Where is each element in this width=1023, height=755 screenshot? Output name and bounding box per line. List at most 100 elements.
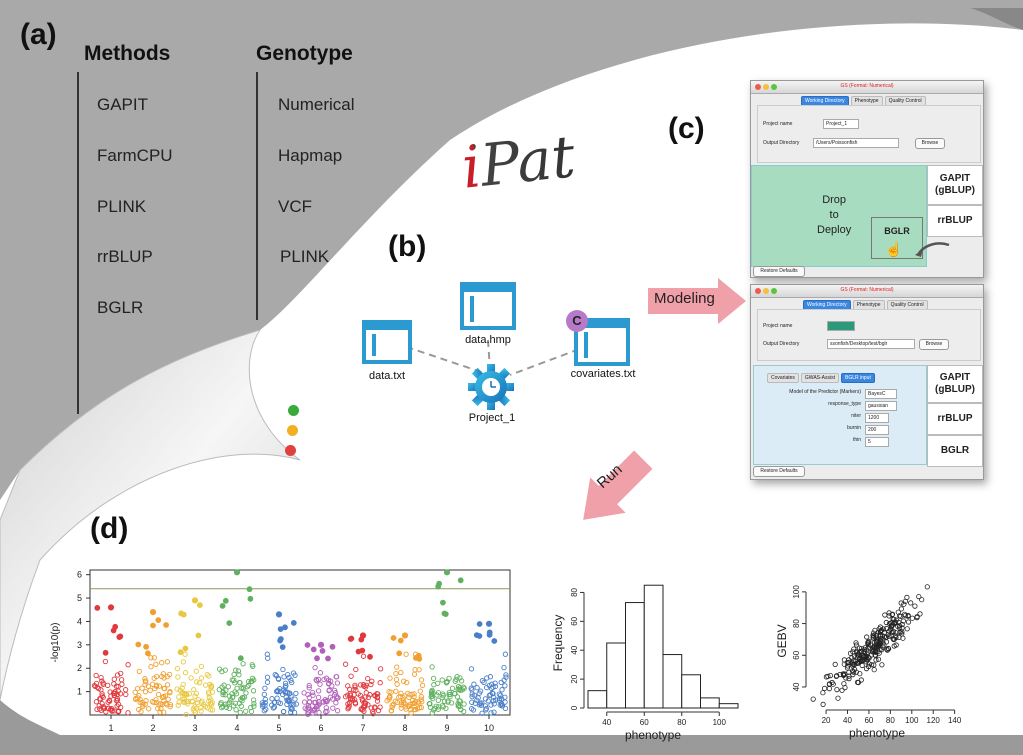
histogram-bar	[681, 674, 701, 709]
snp-point	[367, 653, 373, 660]
y-tick-label: 2	[77, 663, 82, 673]
file-icon[interactable]	[574, 318, 630, 366]
dragged-method-bglr[interactable]: BGLR	[871, 217, 923, 259]
snp-point	[431, 682, 437, 688]
snp-point	[239, 695, 245, 701]
snp-point	[435, 689, 442, 696]
snp-point	[261, 708, 267, 714]
close-dot[interactable]	[755, 288, 761, 294]
snp-point	[501, 664, 507, 671]
snp-point	[263, 706, 269, 713]
param-input[interactable]: 200	[865, 425, 889, 435]
snp-point	[490, 690, 496, 697]
snp-point	[102, 649, 109, 656]
drop-text-line: Deploy	[817, 224, 852, 236]
param-input[interactable]: 1200	[865, 413, 889, 423]
snp-point	[502, 683, 508, 689]
snp-point	[142, 689, 149, 695]
restore-defaults-button[interactable]: Restore Defaults	[753, 266, 805, 277]
scatter-point	[880, 633, 886, 639]
file-icon[interactable]	[362, 320, 412, 364]
method-button-gapit[interactable]: GAPIT (gBLUP)	[927, 165, 983, 205]
snp-point	[362, 700, 369, 707]
subtabs: Covariates GWAS-Assist BGLR input	[767, 373, 875, 383]
x-tick-label: 140	[948, 716, 962, 725]
method-button-rrblup[interactable]: rrBLUP	[927, 403, 983, 435]
subtab-bglr-input[interactable]: BGLR input	[841, 373, 875, 383]
scatter-point	[879, 662, 885, 668]
method-button-rrblup[interactable]: rrBLUP	[927, 205, 983, 237]
restore-defaults-button[interactable]: Restore Defaults	[753, 466, 805, 477]
snp-point	[241, 694, 248, 700]
snp-point	[498, 701, 505, 707]
snp-point	[352, 701, 359, 707]
snp-point	[387, 694, 393, 700]
file-icon[interactable]	[460, 282, 516, 330]
snp-point	[164, 659, 171, 665]
window-titlebar: GS (Format: Numerical)	[751, 81, 983, 94]
snp-point	[348, 673, 354, 679]
snp-point	[231, 671, 237, 678]
snp-point	[264, 674, 271, 680]
snp-point	[236, 672, 242, 678]
snp-point	[137, 696, 143, 703]
x-tick-label: 9	[444, 723, 449, 733]
method-button-gapit[interactable]: GAPIT (gBLUP)	[927, 365, 983, 403]
snp-point	[365, 694, 372, 701]
zoom-dot[interactable]	[771, 84, 777, 90]
scatter-point	[872, 652, 879, 659]
snp-point	[186, 691, 192, 697]
snp-point	[175, 674, 181, 680]
project-name-field[interactable]: Project_1	[823, 119, 859, 129]
zoom-dot[interactable]	[771, 288, 777, 294]
scatter-point	[896, 634, 902, 641]
snp-point	[440, 693, 446, 699]
scatter-point	[896, 625, 903, 631]
snp-point	[282, 680, 289, 686]
snp-point	[279, 644, 286, 650]
param-select[interactable]: gaussian	[865, 401, 897, 411]
param-input[interactable]: 5	[865, 437, 889, 447]
minimize-dot[interactable]	[763, 288, 769, 294]
scatter-point	[867, 642, 874, 648]
scatter-point	[869, 662, 875, 668]
project-name-field[interactable]: Project_1	[827, 321, 855, 331]
output-dir-field[interactable]: ssonfish/Desktop/test/bglr	[827, 339, 915, 349]
snp-point	[419, 682, 426, 689]
snp-point	[471, 681, 477, 687]
snp-point	[142, 676, 148, 682]
scatter-point	[845, 663, 851, 669]
scatter-point	[873, 649, 879, 656]
scatter-point	[856, 649, 863, 656]
snp-point	[202, 682, 209, 688]
browse-button[interactable]: Browse	[919, 339, 949, 350]
method-button-bglr[interactable]: BGLR	[927, 435, 983, 467]
scatter-point	[841, 657, 848, 663]
snp-point	[261, 691, 267, 698]
snp-point	[470, 707, 477, 713]
gear-icon[interactable]	[466, 362, 516, 412]
param-select[interactable]: BayesC	[865, 389, 897, 399]
browse-button[interactable]: Browse	[915, 138, 945, 149]
output-dir-field[interactable]: /Users/Poissonfish	[813, 138, 899, 148]
modeling-arrow	[648, 278, 746, 324]
snp-point	[430, 707, 437, 713]
snp-point	[479, 700, 485, 706]
subtab-gwas-assist[interactable]: GWAS-Assist	[800, 373, 839, 383]
dragged-method-label: BGLR	[884, 226, 910, 236]
snp-point	[204, 671, 210, 678]
minimize-dot[interactable]	[763, 84, 769, 90]
snp-point	[418, 696, 424, 702]
close-dot[interactable]	[755, 84, 761, 90]
scatter-point	[901, 601, 907, 607]
x-tick-label: 100	[713, 718, 727, 727]
snp-point	[486, 682, 492, 689]
scatter-point	[827, 673, 834, 679]
snp-point	[398, 690, 404, 696]
snp-point	[344, 692, 351, 698]
subtab-covariates[interactable]: Covariates	[767, 373, 799, 383]
scatter-point	[871, 667, 877, 673]
snp-point	[174, 686, 180, 692]
snp-point	[167, 690, 173, 696]
snp-point	[361, 708, 367, 714]
